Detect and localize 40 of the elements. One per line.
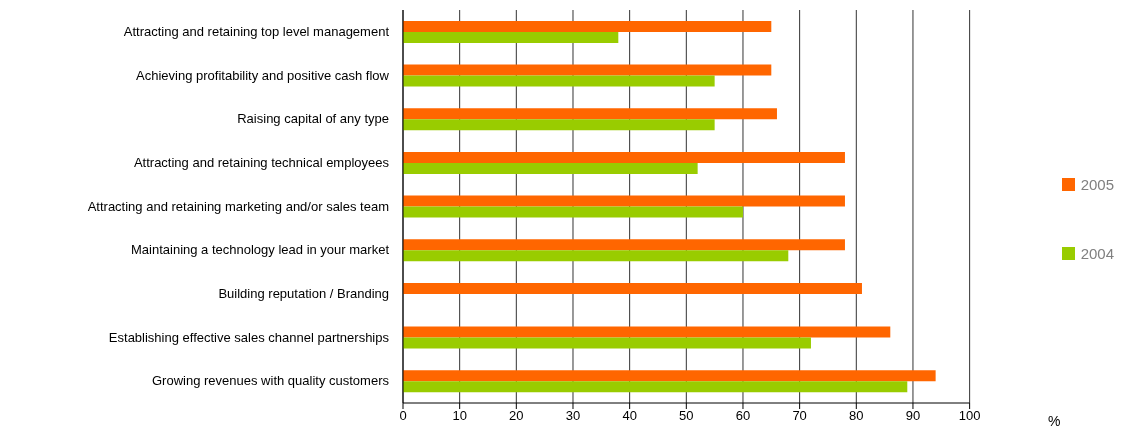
y-tick-label: Raising capital of any type [237,111,389,127]
x-tick-label: 20 [509,408,524,424]
bar [403,381,908,393]
bar [403,195,845,207]
y-tick-label: Achieving profitability and positive cash flow [136,67,390,83]
y-tick-label: Attracting and retaining marketing and/or sales team [87,198,389,214]
y-tick-label: Building reputation / Branding [218,285,389,301]
y-tick-label: Establishing effective sales channel partnerships [108,329,390,345]
x-tick-label: 10 [452,408,467,424]
bar [403,250,789,262]
x-tick-label: 0 [399,408,407,424]
x-tick-label: 50 [679,408,694,424]
bar [403,282,862,294]
x-tick-label: 90 [905,408,921,424]
y-tick-label: Attracting and retaining top level management [123,23,390,39]
legend-label: 2004 [1080,244,1114,262]
legend-label: 2005 [1080,175,1114,193]
x-tick-label: 70 [792,408,807,424]
bar [403,326,891,338]
x-axis-title: % [1048,413,1061,429]
x-tick-label: 40 [622,408,637,424]
bar [403,239,845,251]
bar [403,206,743,218]
bar [403,337,811,349]
y-tick-label: Attracting and retaining technical employees [133,154,390,170]
bar [403,151,845,163]
y-tick-label: Maintaining a technology lead in your market [131,242,390,258]
bar [403,108,777,120]
bar [403,64,772,76]
bar [403,370,936,382]
y-tick-label: Growing revenues with quality customers [152,373,390,389]
x-tick-label: 80 [849,408,864,424]
bar [403,162,698,174]
bar [403,31,619,43]
bar [403,75,715,87]
x-tick-label: 60 [735,408,751,424]
x-tick-label: 100 [958,408,981,424]
x-tick-label: 30 [565,408,581,424]
bar [403,20,772,32]
bar [403,119,715,131]
